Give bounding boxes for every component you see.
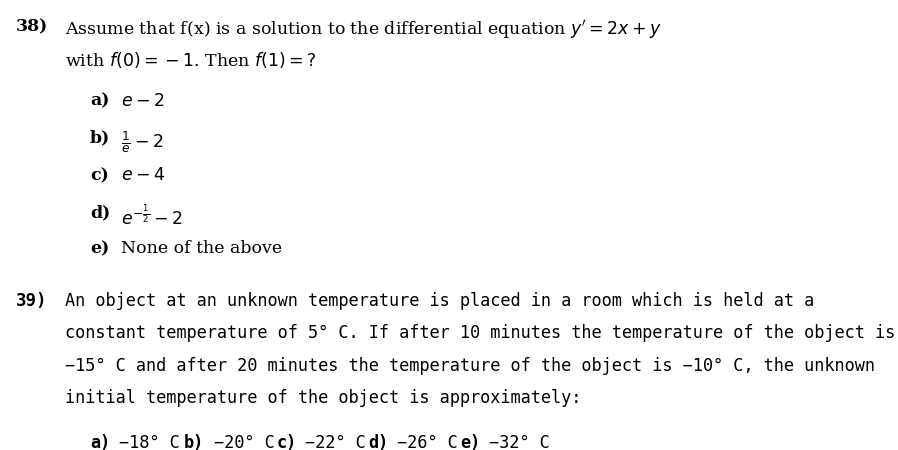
Text: −15° C and after 20 minutes the temperature of the object is −10° C, the unknown: −15° C and after 20 minutes the temperat…: [65, 356, 875, 374]
Text: initial temperature of the object is approximately:: initial temperature of the object is app…: [65, 389, 581, 407]
Text: a): a): [90, 434, 110, 450]
Text: $\frac{1}{e} - 2$: $\frac{1}{e} - 2$: [121, 130, 163, 155]
Text: c): c): [277, 434, 297, 450]
Text: b): b): [90, 130, 110, 147]
Text: 39): 39): [16, 292, 48, 310]
Text: −32° C: −32° C: [489, 434, 550, 450]
Text: constant temperature of 5° C. If after 10 minutes the temperature of the object : constant temperature of 5° C. If after 1…: [65, 324, 895, 342]
Text: −26° C: −26° C: [397, 434, 458, 450]
Text: −20° C: −20° C: [214, 434, 275, 450]
Text: $e - 4$: $e - 4$: [121, 167, 165, 184]
Text: Assume that f(x) is a solution to the differential equation $y' = 2x + y$: Assume that f(x) is a solution to the di…: [65, 18, 661, 41]
Text: with $f(0) = -1$. Then $f(1) =?$: with $f(0) = -1$. Then $f(1) =?$: [65, 50, 316, 70]
Text: d): d): [368, 434, 389, 450]
Text: −18° C: −18° C: [119, 434, 180, 450]
Text: b): b): [184, 434, 205, 450]
Text: c): c): [90, 167, 109, 184]
Text: $e - 2$: $e - 2$: [121, 93, 164, 109]
Text: e): e): [90, 240, 109, 257]
Text: 38): 38): [16, 18, 48, 35]
Text: −22° C: −22° C: [305, 434, 366, 450]
Text: e): e): [460, 434, 480, 450]
Text: a): a): [90, 93, 110, 109]
Text: d): d): [90, 204, 110, 221]
Text: An object at an unknown temperature is placed in a room which is held at a: An object at an unknown temperature is p…: [65, 292, 814, 310]
Text: None of the above: None of the above: [121, 240, 282, 257]
Text: $e^{-\frac{1}{2}} - 2$: $e^{-\frac{1}{2}} - 2$: [121, 204, 183, 228]
